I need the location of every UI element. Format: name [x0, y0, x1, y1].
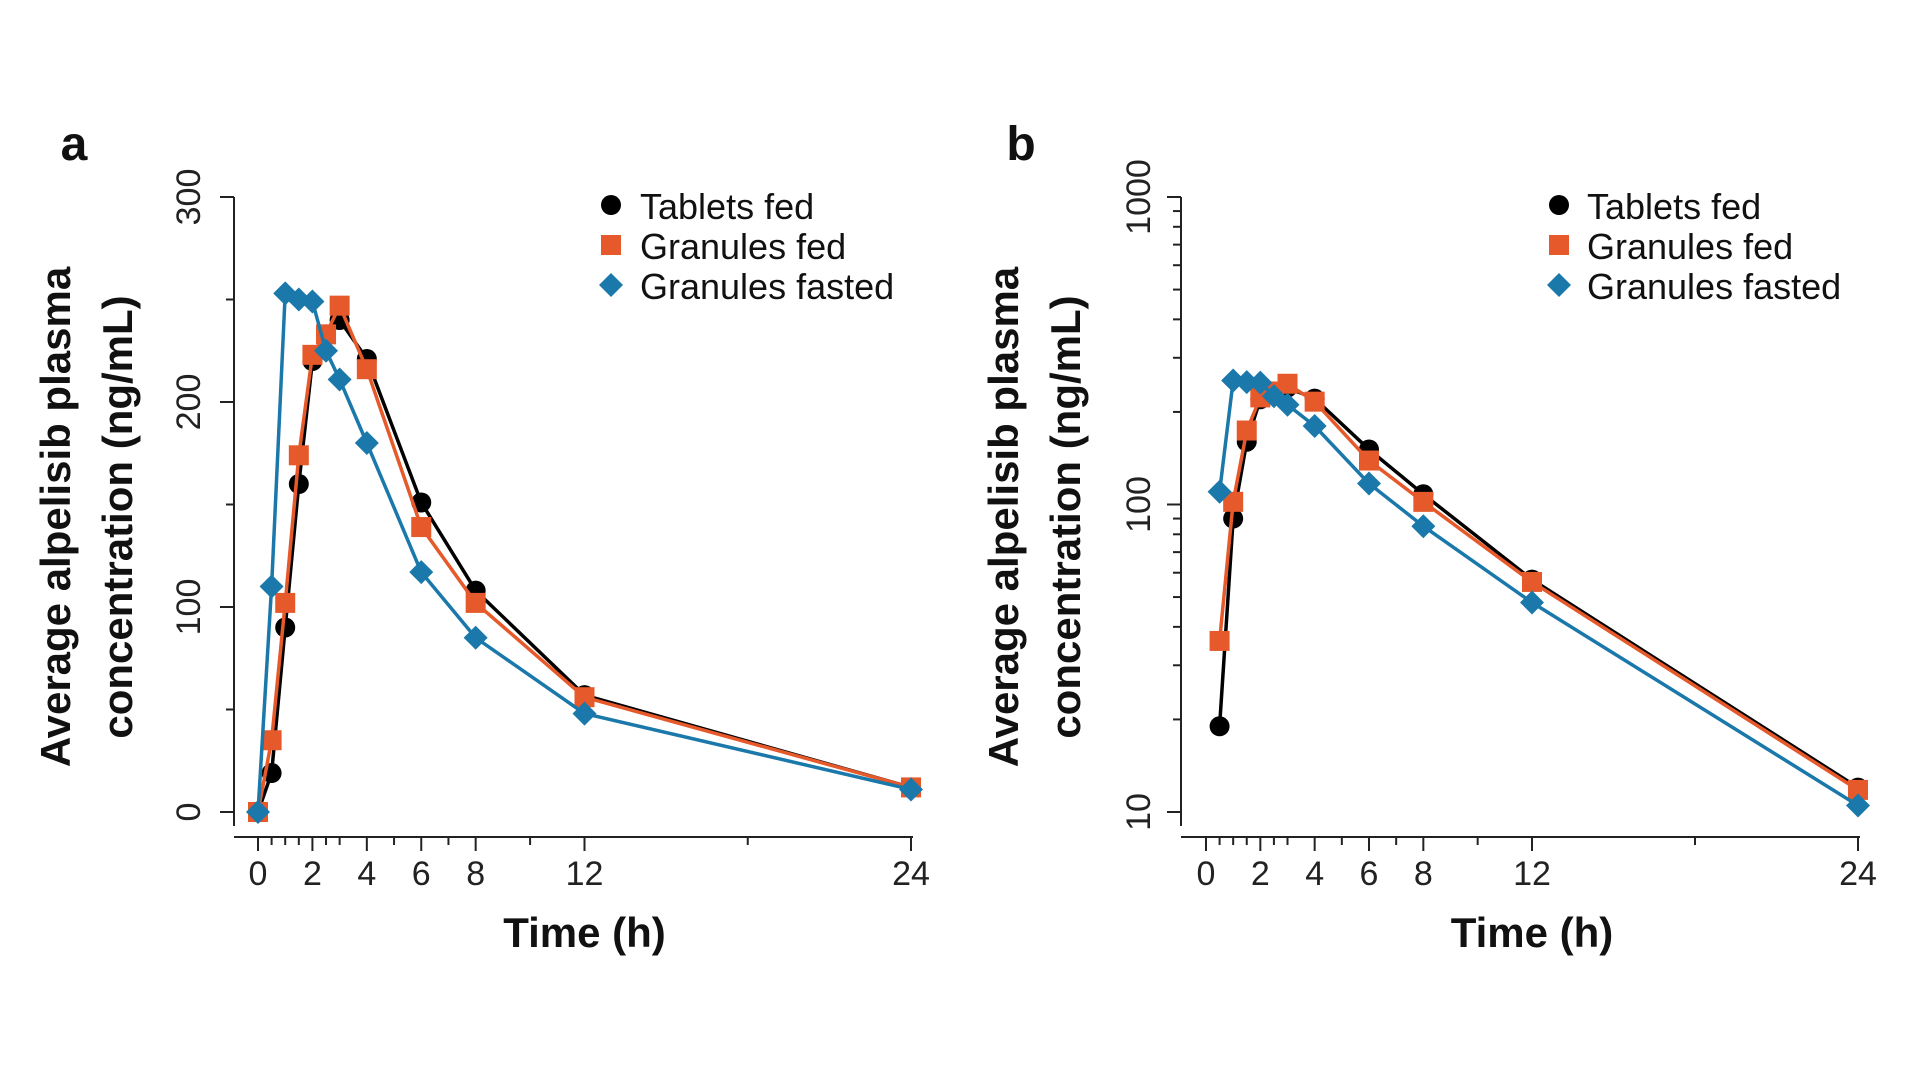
- data-point: [1304, 391, 1325, 412]
- data-point: [465, 592, 486, 613]
- y-axis-label: Average alpelisib plasma: [32, 266, 79, 767]
- x-tick-label: 0: [249, 855, 268, 893]
- legend-label: Tablets fed: [640, 186, 814, 227]
- data-point: [1248, 370, 1273, 395]
- data-point: [1275, 392, 1300, 417]
- legend-marker: [599, 273, 623, 297]
- data-point: [354, 431, 379, 455]
- series-granules-fasted: [1207, 368, 1870, 818]
- series-granules-fasted: [246, 281, 923, 824]
- data-point: [300, 289, 325, 314]
- x-tick-label: 6: [1360, 855, 1379, 893]
- x-tick-label: 24: [1839, 855, 1877, 893]
- data-point: [1411, 514, 1436, 539]
- y-tick-label: 1000: [1120, 159, 1158, 235]
- data-point: [1848, 779, 1868, 800]
- x-axis-label: Time (h): [503, 909, 666, 956]
- y-axis-label: concentration (ng/mL): [94, 295, 141, 738]
- legend-marker: [1549, 235, 1569, 255]
- data-point: [1209, 716, 1230, 737]
- x-tick-label: 8: [466, 855, 485, 893]
- x-tick-label: 0: [1197, 855, 1216, 893]
- data-point: [261, 730, 282, 751]
- data-point: [1520, 590, 1544, 615]
- data-point: [1209, 630, 1230, 651]
- y-tick-label: 300: [170, 169, 208, 226]
- y-tick-label: 100: [170, 579, 208, 636]
- data-point: [259, 574, 284, 599]
- y-tick-label: 200: [170, 374, 208, 431]
- legend-label: Granules fed: [1587, 226, 1793, 267]
- data-point: [329, 295, 350, 316]
- x-tick-label: 2: [303, 855, 322, 893]
- panel-label: a: [61, 118, 88, 171]
- series-granules-fed: [248, 295, 921, 822]
- legend-marker: [601, 235, 621, 255]
- data-point: [1236, 420, 1257, 441]
- legend-label: Tablets fed: [1587, 186, 1761, 227]
- data-point: [574, 687, 595, 708]
- legend-marker: [1549, 195, 1569, 215]
- data-point: [1302, 414, 1327, 439]
- x-tick-label: 12: [566, 855, 604, 893]
- series-line: [256, 318, 912, 813]
- data-point: [327, 367, 352, 392]
- legend-marker: [601, 195, 621, 215]
- y-tick-label: 0: [170, 803, 208, 822]
- data-point: [275, 617, 296, 638]
- legend-label: Granules fasted: [1587, 266, 1841, 307]
- y-axis-label: Average alpelisib plasma: [980, 266, 1027, 767]
- data-point: [356, 359, 377, 380]
- data-point: [409, 560, 434, 585]
- data-point: [1413, 491, 1434, 512]
- data-point: [1357, 471, 1381, 496]
- y-tick-label: 10: [1120, 793, 1158, 831]
- x-tick-label: 12: [1513, 855, 1551, 893]
- panel-label: b: [1006, 118, 1035, 171]
- y-tick-label: 100: [1120, 476, 1158, 533]
- x-tick-label: 4: [1305, 855, 1324, 893]
- data-point: [1207, 479, 1232, 504]
- data-point: [275, 592, 296, 613]
- x-tick-label: 6: [412, 855, 431, 893]
- x-tick-label: 2: [1251, 855, 1270, 893]
- x-tick-label: 4: [357, 855, 376, 893]
- y-axis-label: concentration (ng/mL): [1042, 295, 1089, 738]
- data-point: [314, 338, 339, 363]
- data-point: [899, 777, 923, 802]
- data-point: [463, 625, 488, 650]
- data-point: [1522, 571, 1542, 592]
- legend-label: Granules fasted: [640, 266, 894, 307]
- legend-marker: [1547, 273, 1571, 297]
- data-point: [1359, 450, 1379, 471]
- data-point: [411, 517, 432, 538]
- series-line: [256, 303, 912, 813]
- x-axis-label: Time (h): [1451, 909, 1614, 956]
- data-point: [1277, 373, 1298, 394]
- data-point: [288, 474, 309, 494]
- data-point: [288, 445, 309, 466]
- series-granules-fed: [1209, 373, 1868, 800]
- data-point: [1234, 370, 1259, 395]
- x-tick-label: 8: [1414, 855, 1433, 893]
- legend-label: Granules fed: [640, 226, 846, 267]
- series-line: [1217, 378, 1859, 807]
- data-point: [1846, 793, 1870, 818]
- x-tick-label: 24: [892, 855, 930, 893]
- data-point: [1223, 491, 1244, 512]
- series-line: [256, 291, 912, 813]
- series-tablets-fed: [248, 310, 921, 822]
- data-point: [572, 701, 597, 726]
- data-point: [246, 800, 270, 824]
